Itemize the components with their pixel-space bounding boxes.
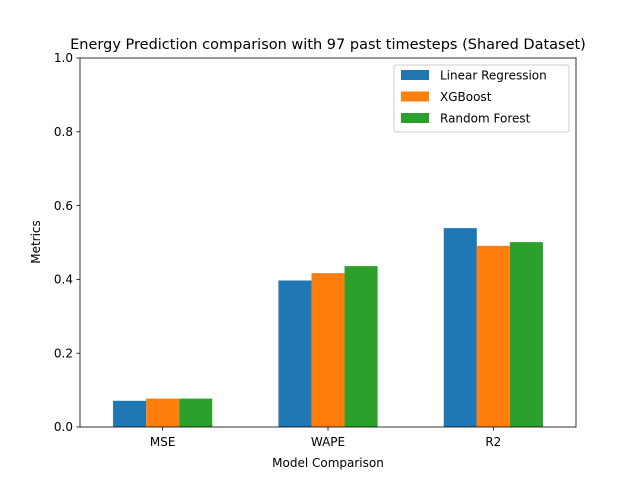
x-axis-label: Model Comparison xyxy=(272,456,384,470)
bar-xgboost-r2 xyxy=(476,245,510,427)
legend-label-xgboost: XGBoost xyxy=(440,90,492,104)
y-tick-label: 0.2 xyxy=(54,346,73,360)
y-tick-label: 0.4 xyxy=(54,273,73,287)
y-tick-label: 0.6 xyxy=(54,199,73,213)
y-tick-label: 0.0 xyxy=(54,420,73,434)
legend: Linear Regression XGBoost Random Forest xyxy=(393,64,570,133)
bar-linear-regression-mse xyxy=(113,400,147,427)
legend-swatch-random-forest xyxy=(401,113,429,123)
y-tick-label: 1.0 xyxy=(54,51,73,65)
y-tick-label: 0.8 xyxy=(54,125,73,139)
legend-swatch-linear-regression xyxy=(401,70,429,80)
bars-group xyxy=(113,228,543,427)
legend-label-random-forest: Random Forest xyxy=(440,112,531,126)
legend-swatch-xgboost xyxy=(401,91,429,102)
x-axis: MSE WAPE R2 xyxy=(150,427,501,449)
plot-frame xyxy=(79,57,577,428)
chart-title: Energy Prediction comparison with 97 pas… xyxy=(70,37,586,53)
x-tick-label-wape: WAPE xyxy=(311,435,345,449)
bar-xgboost-wape xyxy=(311,273,345,427)
bar-random-forest-wape xyxy=(344,266,378,427)
bar-random-forest-mse xyxy=(179,398,213,427)
legend-frame xyxy=(393,64,570,133)
bar-xgboost-mse xyxy=(146,398,180,427)
x-tick-label-mse: MSE xyxy=(150,435,176,449)
y-axis: 0.0 0.2 0.4 0.6 0.8 1.0 xyxy=(54,51,80,434)
bar-linear-regression-r2 xyxy=(443,228,477,427)
x-tick-label-r2: R2 xyxy=(485,435,501,449)
y-axis-label: Metrics xyxy=(29,220,43,264)
bar-linear-regression-wape xyxy=(278,280,312,427)
bar-random-forest-r2 xyxy=(509,242,543,427)
legend-label-linear-regression: Linear Regression xyxy=(440,69,547,83)
